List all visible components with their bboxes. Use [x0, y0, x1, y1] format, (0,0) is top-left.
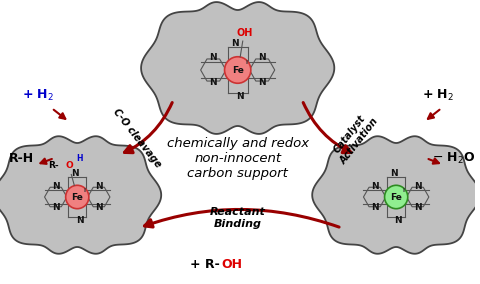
- Text: R-: R-: [48, 161, 59, 170]
- Polygon shape: [141, 2, 334, 134]
- Text: N: N: [231, 39, 239, 48]
- Text: chemically and redox
non-innocent
carbon support: chemically and redox non-innocent carbon…: [167, 137, 309, 179]
- Text: Fe: Fe: [232, 66, 244, 74]
- Text: N: N: [95, 203, 103, 212]
- Polygon shape: [0, 136, 161, 254]
- Text: + R-: + R-: [190, 258, 220, 270]
- Text: C-O cleavage: C-O cleavage: [111, 107, 163, 169]
- FancyArrowPatch shape: [303, 103, 351, 153]
- Text: R-H: R-H: [9, 151, 35, 164]
- Text: N: N: [414, 182, 421, 191]
- Text: N: N: [414, 203, 421, 212]
- Text: N: N: [258, 53, 266, 62]
- Polygon shape: [312, 136, 480, 254]
- Text: O: O: [66, 161, 74, 170]
- Text: + H$_2$: + H$_2$: [22, 87, 54, 103]
- Text: N: N: [390, 169, 398, 178]
- Text: N: N: [71, 169, 79, 178]
- FancyArrowPatch shape: [144, 209, 339, 227]
- Text: N: N: [209, 78, 217, 87]
- Text: N: N: [52, 203, 60, 212]
- Text: II: II: [403, 188, 406, 193]
- Text: OH: OH: [236, 28, 252, 37]
- Text: $-$ H$_2$O: $-$ H$_2$O: [432, 151, 475, 166]
- Text: N: N: [52, 182, 60, 191]
- Text: Fe: Fe: [390, 193, 402, 202]
- Text: II: II: [84, 188, 87, 193]
- Text: OH: OH: [222, 258, 243, 270]
- Circle shape: [384, 185, 408, 209]
- FancyArrowPatch shape: [124, 103, 172, 153]
- Text: N: N: [95, 182, 103, 191]
- Circle shape: [225, 57, 251, 83]
- Text: Fe: Fe: [72, 193, 83, 202]
- Text: N: N: [395, 216, 402, 225]
- Text: N: N: [258, 78, 266, 87]
- Text: N: N: [371, 203, 378, 212]
- Text: N: N: [209, 53, 217, 62]
- Text: N: N: [237, 92, 244, 101]
- Text: N: N: [76, 216, 84, 225]
- Text: II: II: [245, 60, 249, 65]
- Text: Reactant
Binding: Reactant Binding: [210, 207, 265, 229]
- Circle shape: [66, 185, 89, 209]
- Text: + H$_2$: + H$_2$: [422, 87, 454, 103]
- Text: N: N: [371, 182, 378, 191]
- Text: Catalyst
Activation: Catalyst Activation: [329, 109, 380, 167]
- Text: H: H: [76, 153, 83, 162]
